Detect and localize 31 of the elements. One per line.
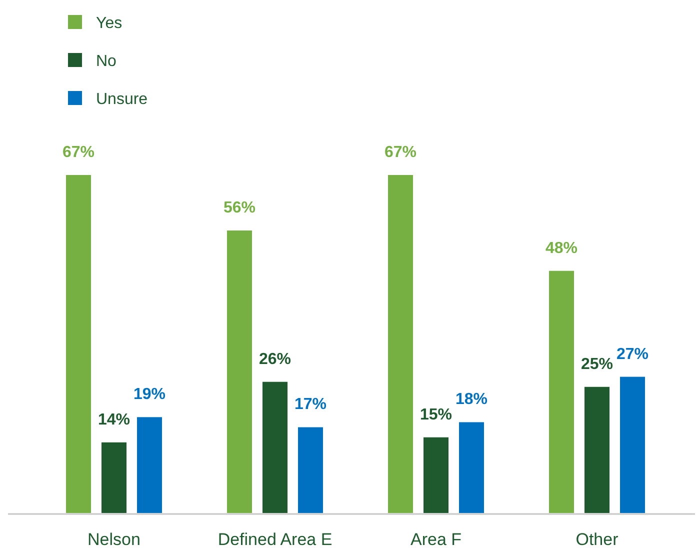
data-label: 19% bbox=[133, 386, 166, 404]
data-label: 48% bbox=[545, 240, 578, 257]
bar bbox=[227, 230, 252, 513]
bar bbox=[298, 427, 323, 513]
bar bbox=[262, 382, 288, 513]
bar bbox=[102, 442, 126, 513]
data-label: 15% bbox=[420, 406, 452, 424]
data-label: 18% bbox=[455, 391, 488, 408]
legend-label: No bbox=[96, 53, 117, 70]
bar bbox=[584, 386, 610, 513]
legend-label: Yes bbox=[96, 15, 122, 32]
bar bbox=[388, 175, 413, 513]
data-label: 56% bbox=[223, 199, 256, 216]
data-label: 27% bbox=[616, 346, 649, 363]
bar bbox=[424, 437, 448, 513]
data-label: 14% bbox=[98, 411, 130, 428]
data-label: 17% bbox=[294, 396, 327, 414]
x-tick-label: Defined Area E bbox=[218, 530, 332, 548]
bar bbox=[459, 422, 484, 513]
legend-label: Unsure bbox=[96, 91, 148, 108]
bar bbox=[137, 417, 162, 513]
data-label: 26% bbox=[258, 350, 292, 368]
bar bbox=[66, 175, 91, 513]
bar bbox=[549, 270, 574, 513]
x-tick-label: Area F bbox=[410, 530, 462, 548]
x-tick-label: Nelson bbox=[88, 530, 140, 548]
bar bbox=[620, 376, 645, 513]
x-tick-label: Other bbox=[576, 530, 619, 548]
data-label: 67% bbox=[384, 144, 417, 161]
data-label: 67% bbox=[62, 144, 95, 161]
data-label: 25% bbox=[580, 356, 614, 373]
